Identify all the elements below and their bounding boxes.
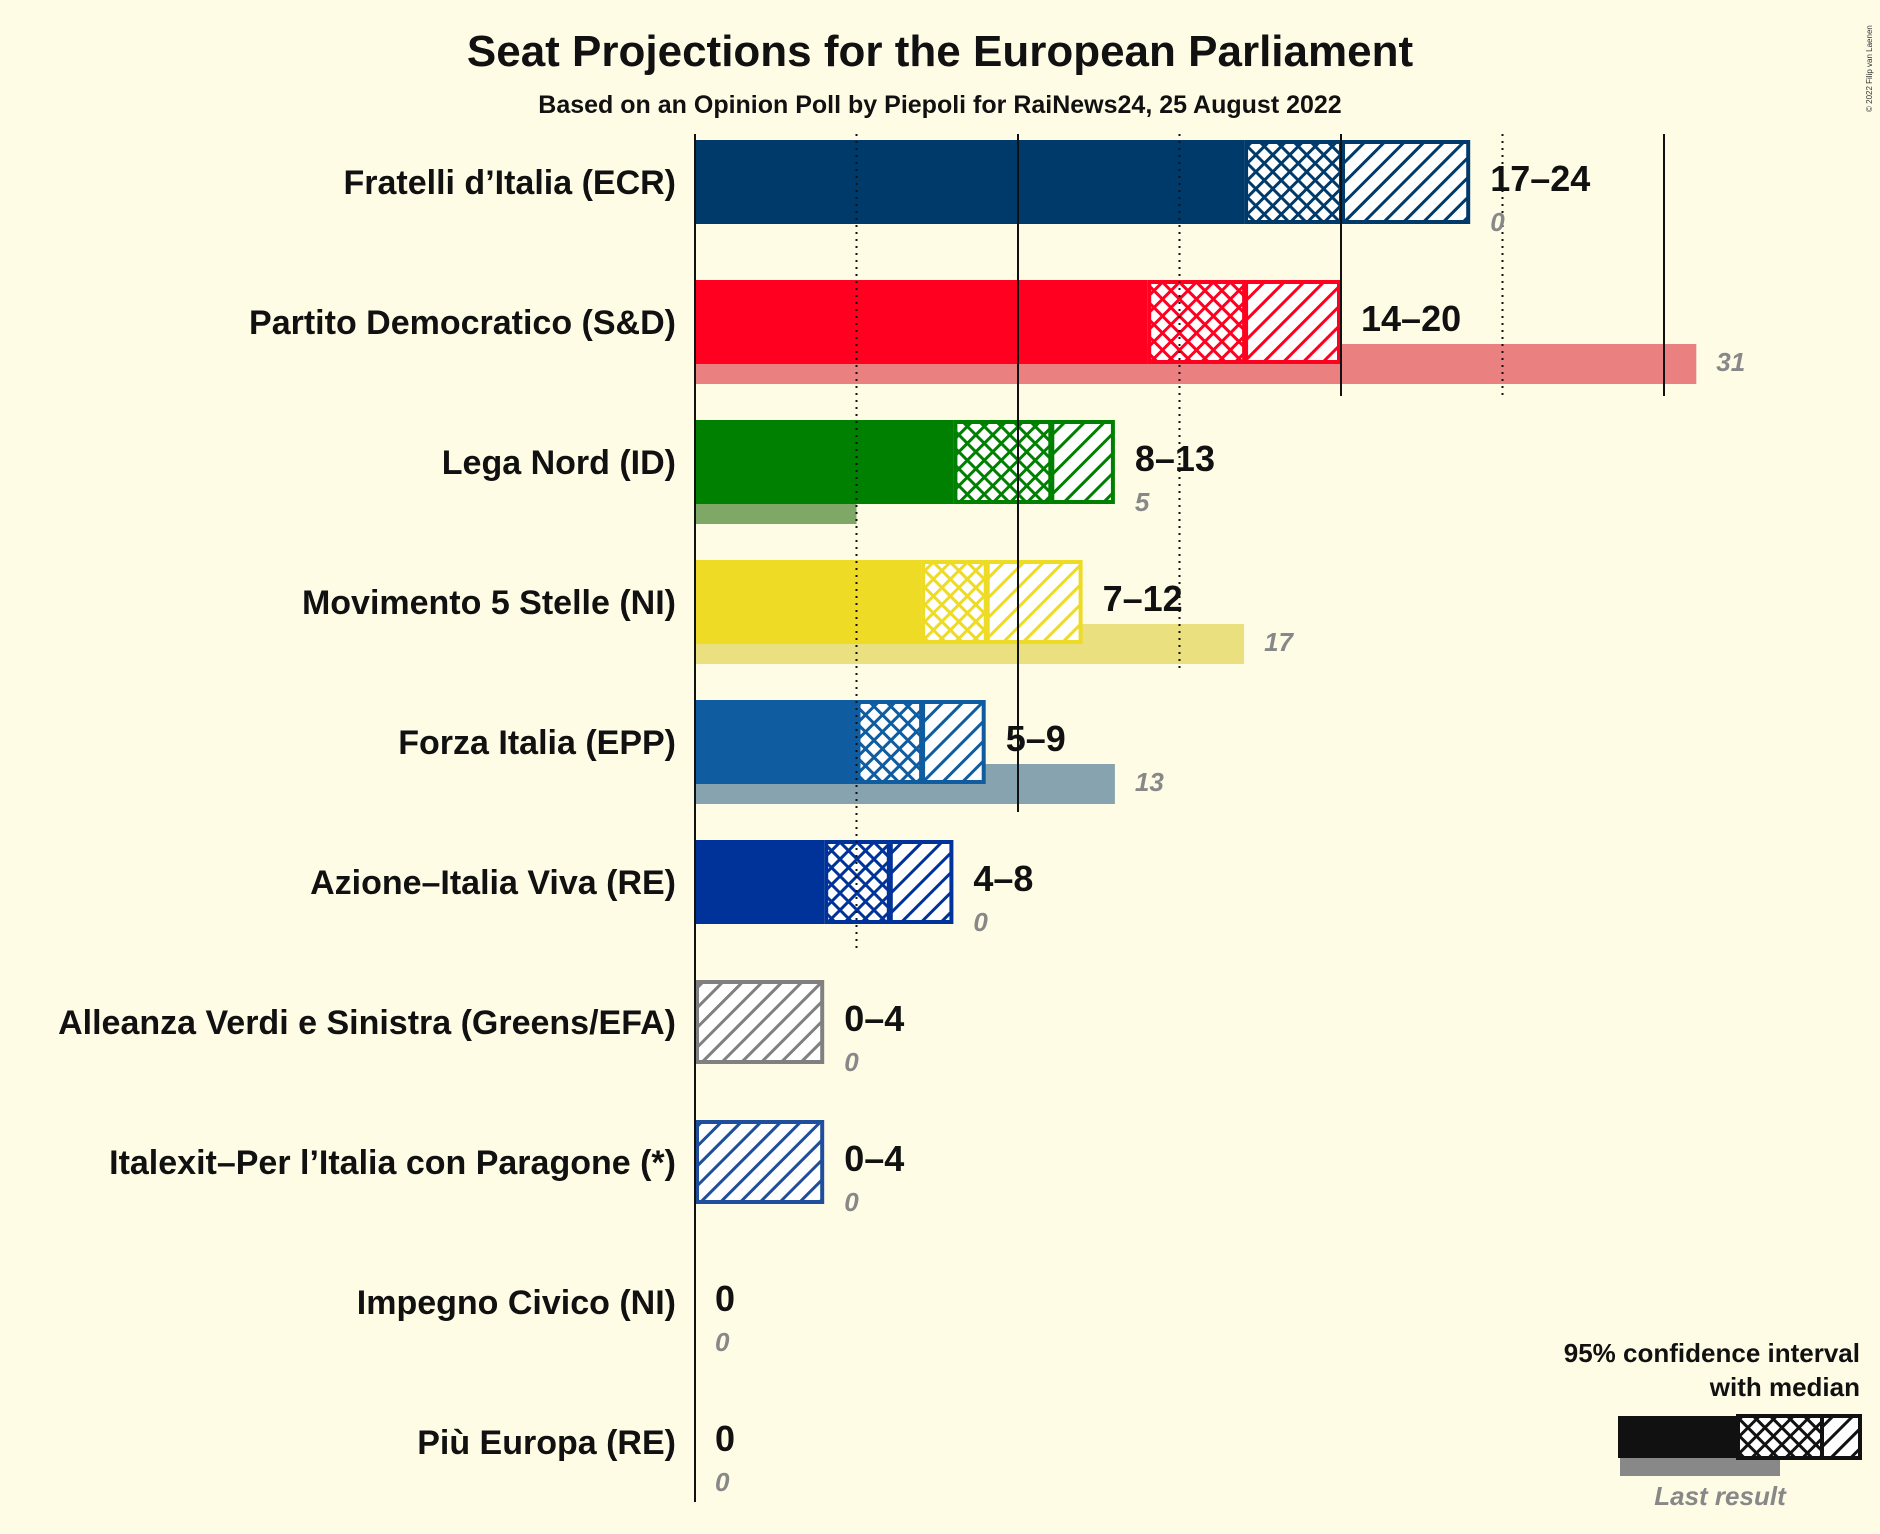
ci-upper-hatch-bar [695,980,825,1064]
gridlines [694,134,1665,1502]
party-label: Partito Democratico (S&D) [249,304,676,342]
party-row [695,840,954,924]
legend-hatch-bar [1820,1414,1862,1460]
legend-ci-line2: with median [1709,1372,1860,1402]
ci-solid-bar [695,420,954,504]
last-result-label: 13 [1135,767,1164,797]
legend-solid-bar [1618,1416,1738,1458]
party-label: Azione–Italia Viva (RE) [310,864,676,902]
legend: 95% confidence interval with median Last… [1564,1338,1862,1511]
ci-lower-crosshatch-bar [1244,140,1343,224]
ci-lower-crosshatch-bar [953,420,1053,504]
ci-upper-hatch-bar [1244,280,1341,364]
ci-lower-crosshatch-bar [1147,280,1247,364]
range-label: 8–13 [1135,438,1215,479]
ci-upper-hatch-bar [888,840,954,924]
party-label: Alleanza Verdi e Sinistra (Greens/EFA) [58,1004,676,1042]
range-label: 0–4 [844,998,904,1039]
range-label: 14–20 [1361,298,1461,339]
party-row [695,1120,825,1204]
range-label: 4–8 [973,858,1033,899]
copyright-note: © 2022 Filip van Laenen [1865,25,1874,112]
party-label: Forza Italia (EPP) [398,724,676,762]
legend-ci-line1: 95% confidence interval [1564,1338,1860,1368]
last-result-label: 17 [1264,627,1294,657]
range-label: 7–12 [1103,578,1183,619]
ci-upper-hatch-bar [1341,140,1471,224]
ci-solid-bar [695,840,825,924]
party-row [695,140,1471,224]
range-label: 0–4 [844,1138,904,1179]
party-row [695,280,1697,384]
legend-last-result-bar [1620,1458,1780,1476]
last-result-label: 0 [844,1187,859,1217]
legend-crosshatch-bar [1736,1414,1824,1460]
last-result-label: 31 [1716,347,1745,377]
bars-group [695,140,1697,1204]
last-result-label: 0 [844,1047,859,1077]
ci-lower-crosshatch-bar [824,840,891,924]
ci-lower-crosshatch-bar [921,560,988,644]
last-result-label: 0 [715,1467,730,1497]
ci-solid-bar [695,700,857,784]
ci-upper-hatch-bar [985,560,1083,644]
ci-upper-hatch-bar [921,700,986,784]
range-label: 0 [715,1278,735,1319]
party-label: Lega Nord (ID) [442,444,676,482]
ci-upper-hatch-bar [1050,420,1115,504]
last-result-label: 5 [1135,487,1150,517]
ci-lower-crosshatch-bar [856,700,924,784]
range-label: 5–9 [1006,718,1066,759]
ci-solid-bar [695,560,922,644]
last-result-label: 0 [715,1327,730,1357]
party-row [695,420,1115,524]
last-result-label: 0 [973,907,988,937]
party-row [695,980,825,1064]
party-label: Fratelli d’Italia (ECR) [344,164,677,202]
party-label: Movimento 5 Stelle (NI) [302,584,676,622]
party-row [695,560,1245,664]
range-label: 0 [715,1418,735,1459]
legend-last-result-label: Last result [1654,1481,1787,1511]
party-label: Impegno Civico (NI) [357,1284,676,1322]
ci-upper-hatch-bar [695,1120,825,1204]
party-row [695,700,1115,804]
chart-title: Seat Projections for the European Parlia… [467,27,1414,76]
chart-subtitle: Based on an Opinion Poll by Piepoli for … [538,91,1341,119]
party-label: Più Europa (RE) [417,1424,676,1462]
ci-solid-bar [695,140,1245,224]
ci-solid-bar [695,280,1148,364]
party-label: Italexit–Per l’Italia con Paragone (*) [109,1144,676,1182]
range-label: 17–24 [1490,158,1590,199]
last-result-label: 0 [1490,207,1505,237]
labels-group: Fratelli d’Italia (ECR) 17–24 0 Partito Dem… [58,158,1745,1497]
